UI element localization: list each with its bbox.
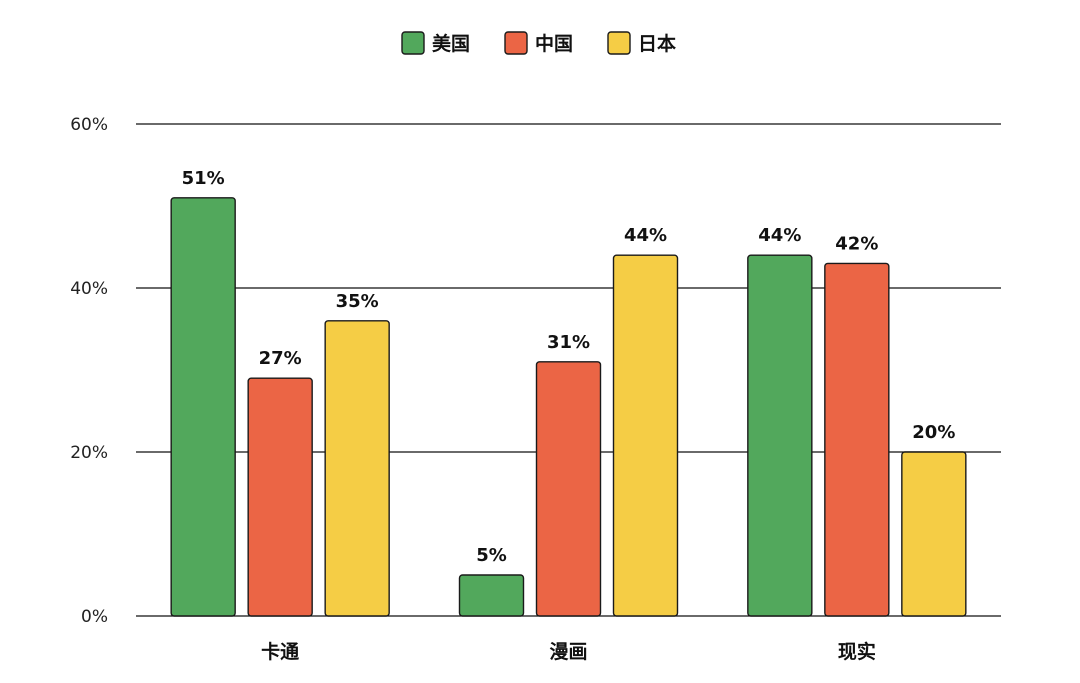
x-category-label: 现实 xyxy=(838,640,876,663)
data-label: 51% xyxy=(182,168,225,189)
data-label: 42% xyxy=(835,233,878,254)
bar xyxy=(170,197,236,617)
legend-item: 美国 xyxy=(401,31,470,55)
bar xyxy=(535,361,602,617)
legend-label: 美国 xyxy=(432,32,470,55)
bar xyxy=(247,377,313,617)
legend-label: 日本 xyxy=(638,32,676,55)
bar xyxy=(324,320,390,617)
data-label: 44% xyxy=(624,225,667,246)
data-label: 35% xyxy=(336,291,379,312)
x-axis-categories: 卡通 漫画 现实 xyxy=(261,640,876,663)
legend-item: 日本 xyxy=(607,31,676,55)
bar xyxy=(458,574,525,617)
y-axis-ticks: 0% 20% 40% 60% xyxy=(70,115,108,627)
x-category-label: 卡通 xyxy=(261,640,300,663)
data-label: 31% xyxy=(547,332,590,353)
data-label: 20% xyxy=(912,422,955,443)
bar xyxy=(901,451,967,617)
legend: 美国 中国 日本 xyxy=(401,31,676,55)
y-tick-label: 60% xyxy=(70,115,108,135)
data-label: 27% xyxy=(259,348,302,369)
bar xyxy=(612,254,679,617)
bar xyxy=(747,254,813,617)
y-tick-label: 40% xyxy=(70,279,108,299)
y-tick-label: 0% xyxy=(81,607,108,627)
bar xyxy=(824,262,890,617)
y-tick-label: 20% xyxy=(70,443,108,463)
legend-swatch xyxy=(401,31,425,55)
legend-item: 中国 xyxy=(504,31,573,55)
legend-label: 中国 xyxy=(535,32,573,55)
data-label: 5% xyxy=(476,545,507,566)
data-label: 44% xyxy=(758,225,801,246)
legend-swatch xyxy=(607,31,631,55)
bars: 51% 27% 35% 5% 31% 44% 44% 42% 20% xyxy=(170,168,967,617)
legend-swatch xyxy=(504,31,528,55)
x-category-label: 漫画 xyxy=(549,641,587,663)
